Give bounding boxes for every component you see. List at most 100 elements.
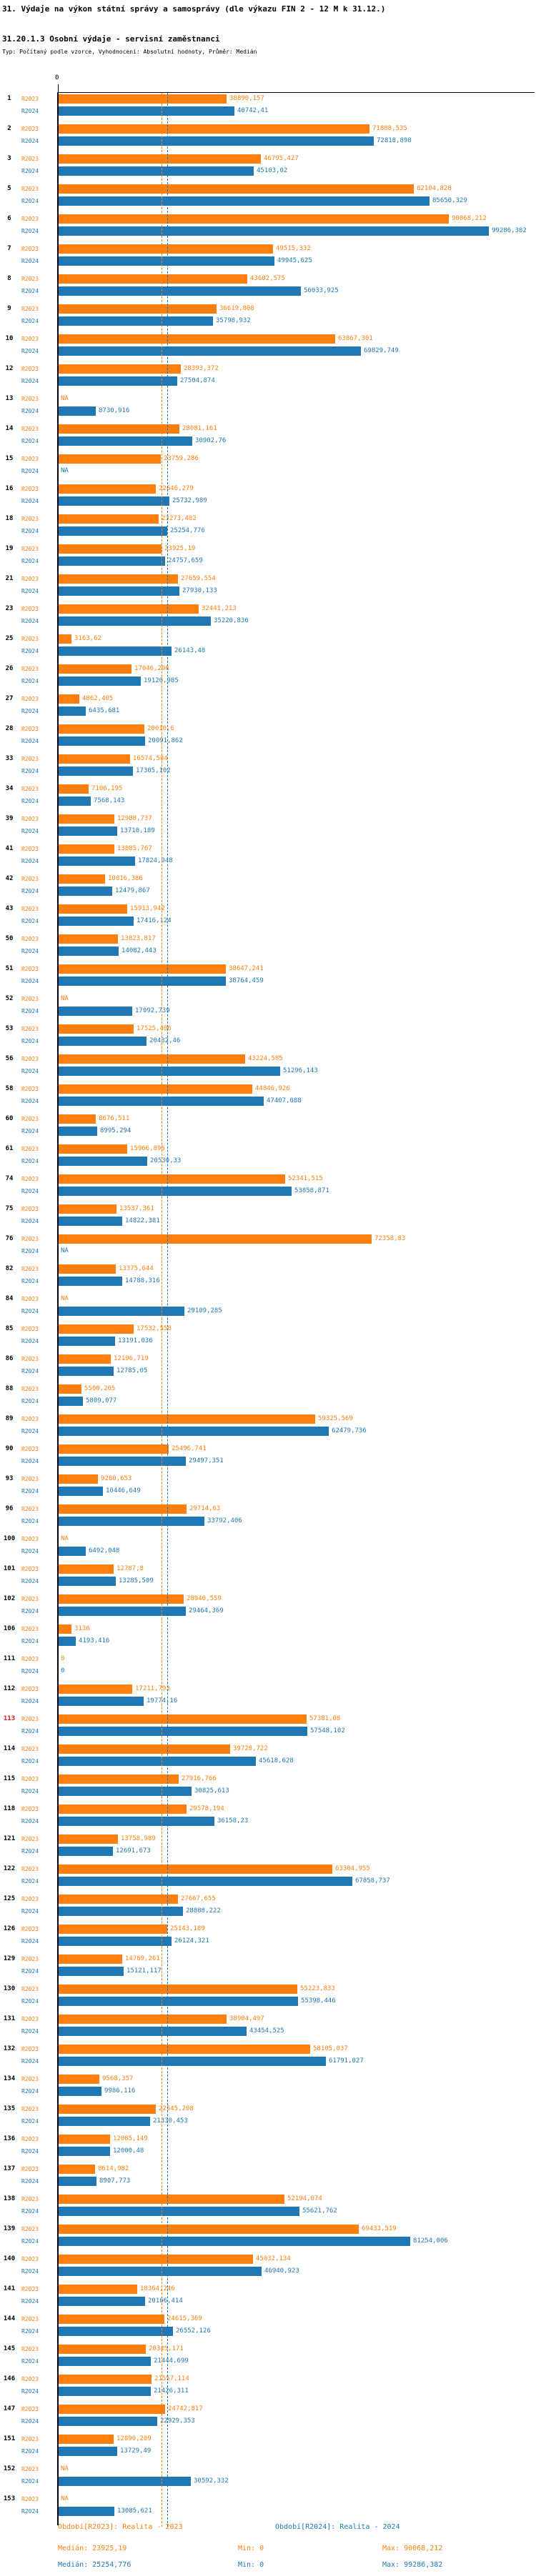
value-label-r2024-6: 99286,382 [492, 227, 527, 234]
value-label-r2024-2: 72818,898 [377, 137, 412, 144]
category-label-96: 96 [5, 1505, 14, 1512]
value-label-r2024-19: 24757,659 [168, 557, 203, 564]
category-label-152: 152 [3, 2465, 16, 2472]
bar-r2024-10 [58, 346, 361, 356]
series-label-r2024-93: R2024 [21, 1488, 39, 1494]
bar-r2024-7 [58, 256, 274, 266]
value-label-r2023-34: 7106,195 [91, 785, 123, 792]
series-label-r2024-3: R2024 [21, 168, 39, 174]
value-label-r2024-125: 28888,222 [186, 1907, 221, 1914]
value-label-r2023-26: 17046,296 [134, 665, 169, 672]
value-label-r2023-12: 28393,372 [184, 365, 219, 372]
series-label-r2023-125: R2023 [21, 1896, 39, 1902]
bar-r2023-96 [58, 1504, 187, 1514]
bar-r2024-145 [58, 2357, 151, 2366]
bar-r2023-122 [58, 1864, 332, 1874]
value-label-r2024-153: 13085,621 [117, 2507, 152, 2515]
category-label-12: 12 [5, 365, 14, 372]
bar-r2023-135 [58, 2105, 156, 2114]
series-label-r2023-7: R2023 [21, 246, 39, 252]
series-label-r2023-34: R2023 [21, 786, 39, 792]
bar-r2023-112 [58, 1684, 132, 1694]
series-label-r2024-9: R2024 [21, 318, 39, 324]
value-label-r2023-74: 52341,515 [288, 1175, 323, 1182]
series-label-r2023-144: R2023 [21, 2316, 39, 2322]
bar-r2024-58 [58, 1097, 264, 1106]
value-label-r2024-9: 35798,932 [216, 317, 251, 324]
series-label-r2024-112: R2024 [21, 1698, 39, 1704]
bar-r2023-146 [58, 2375, 152, 2384]
bar-r2024-126 [58, 1937, 172, 1946]
series-label-r2024-96: R2024 [21, 1518, 39, 1524]
series-label-r2024-53: R2024 [21, 1038, 39, 1044]
value-label-r2023-13: NA [61, 395, 69, 402]
bar-r2024-121 [58, 1847, 113, 1856]
value-label-r2024-141: 20166,414 [148, 2297, 183, 2305]
series-label-r2024-58: R2024 [21, 1098, 39, 1104]
value-label-r2023-137: 8614,982 [98, 2165, 129, 2172]
series-label-r2024-26: R2024 [21, 678, 39, 684]
series-label-r2024-141: R2024 [21, 2298, 39, 2305]
bar-r2024-137 [58, 2177, 96, 2186]
series-label-r2023-84: R2023 [21, 1296, 39, 1302]
category-label-147: 147 [3, 2405, 16, 2412]
series-label-r2024-21: R2024 [21, 588, 39, 594]
value-label-r2024-14: 30902,76 [195, 437, 227, 444]
series-label-r2023-138: R2023 [21, 2196, 39, 2202]
bar-r2023-106 [58, 1624, 71, 1634]
value-label-r2024-8: 56033,925 [304, 287, 339, 294]
category-label-122: 122 [3, 1865, 16, 1872]
axis-top-line [58, 92, 535, 93]
value-label-r2023-9: 36619,808 [219, 305, 254, 312]
stat-median-r2024: Medián: 25254,776 [58, 2561, 131, 2569]
stat-median-r2023: Medián: 23925,19 [58, 2545, 127, 2552]
value-label-r2023-114: 39728,722 [233, 1745, 268, 1752]
value-label-r2024-18: 25254,776 [170, 527, 205, 534]
bar-r2023-3 [58, 154, 261, 164]
value-label-r2024-51: 38764,459 [229, 977, 264, 984]
series-label-r2024-134: R2024 [21, 2088, 39, 2095]
value-label-r2023-43: 15913,942 [130, 905, 165, 912]
value-label-r2024-90: 29497,351 [189, 1457, 224, 1464]
series-label-r2023-141: R2023 [21, 2286, 39, 2292]
series-label-r2024-122: R2024 [21, 1878, 39, 1884]
series-label-r2024-74: R2024 [21, 1188, 39, 1194]
category-label-76: 76 [5, 1235, 14, 1242]
category-label-118: 118 [3, 1805, 16, 1812]
value-label-r2023-14: 28081,161 [182, 425, 217, 432]
series-label-r2023-14: R2023 [21, 426, 39, 432]
series-label-r2023-153: R2023 [21, 2496, 39, 2502]
value-label-r2024-152: 30592,332 [194, 2477, 229, 2485]
series-label-r2024-135: R2024 [21, 2118, 39, 2125]
category-label-113: 113 [3, 1715, 16, 1722]
category-label-84: 84 [5, 1295, 14, 1302]
bar-r2023-93 [58, 1474, 98, 1484]
series-label-r2023-86: R2023 [21, 1356, 39, 1362]
category-label-58: 58 [5, 1085, 14, 1092]
bar-r2023-118 [58, 1804, 187, 1814]
category-label-3: 3 [7, 155, 11, 162]
series-label-r2024-86: R2024 [21, 1368, 39, 1374]
series-label-r2024-82: R2024 [21, 1278, 39, 1284]
series-label-r2024-7: R2024 [21, 258, 39, 264]
value-label-r2023-23: 32441,213 [202, 605, 237, 612]
value-label-r2024-89: 62479,736 [332, 1427, 367, 1434]
bar-r2024-51 [58, 977, 226, 986]
series-label-r2024-1: R2024 [21, 108, 39, 114]
value-label-r2024-122: 67858,737 [355, 1877, 390, 1884]
series-label-r2024-10: R2024 [21, 348, 39, 354]
category-label-100: 100 [3, 1535, 16, 1542]
value-label-r2023-141: 18364,246 [140, 2285, 175, 2292]
series-label-r2023-52: R2023 [21, 996, 39, 1002]
bar-r2024-2 [58, 136, 374, 146]
bar-r2024-139 [58, 2237, 410, 2246]
series-label-r2023-122: R2023 [21, 1866, 39, 1872]
bar-r2024-12 [58, 376, 177, 386]
value-label-r2024-74: 53858,871 [294, 1187, 329, 1194]
bar-r2024-21 [58, 586, 179, 596]
series-label-r2023-126: R2023 [21, 1926, 39, 1932]
category-label-134: 134 [3, 2075, 16, 2082]
category-label-33: 33 [5, 755, 14, 762]
bar-r2023-7 [58, 244, 273, 254]
series-label-r2023-139: R2023 [21, 2226, 39, 2232]
